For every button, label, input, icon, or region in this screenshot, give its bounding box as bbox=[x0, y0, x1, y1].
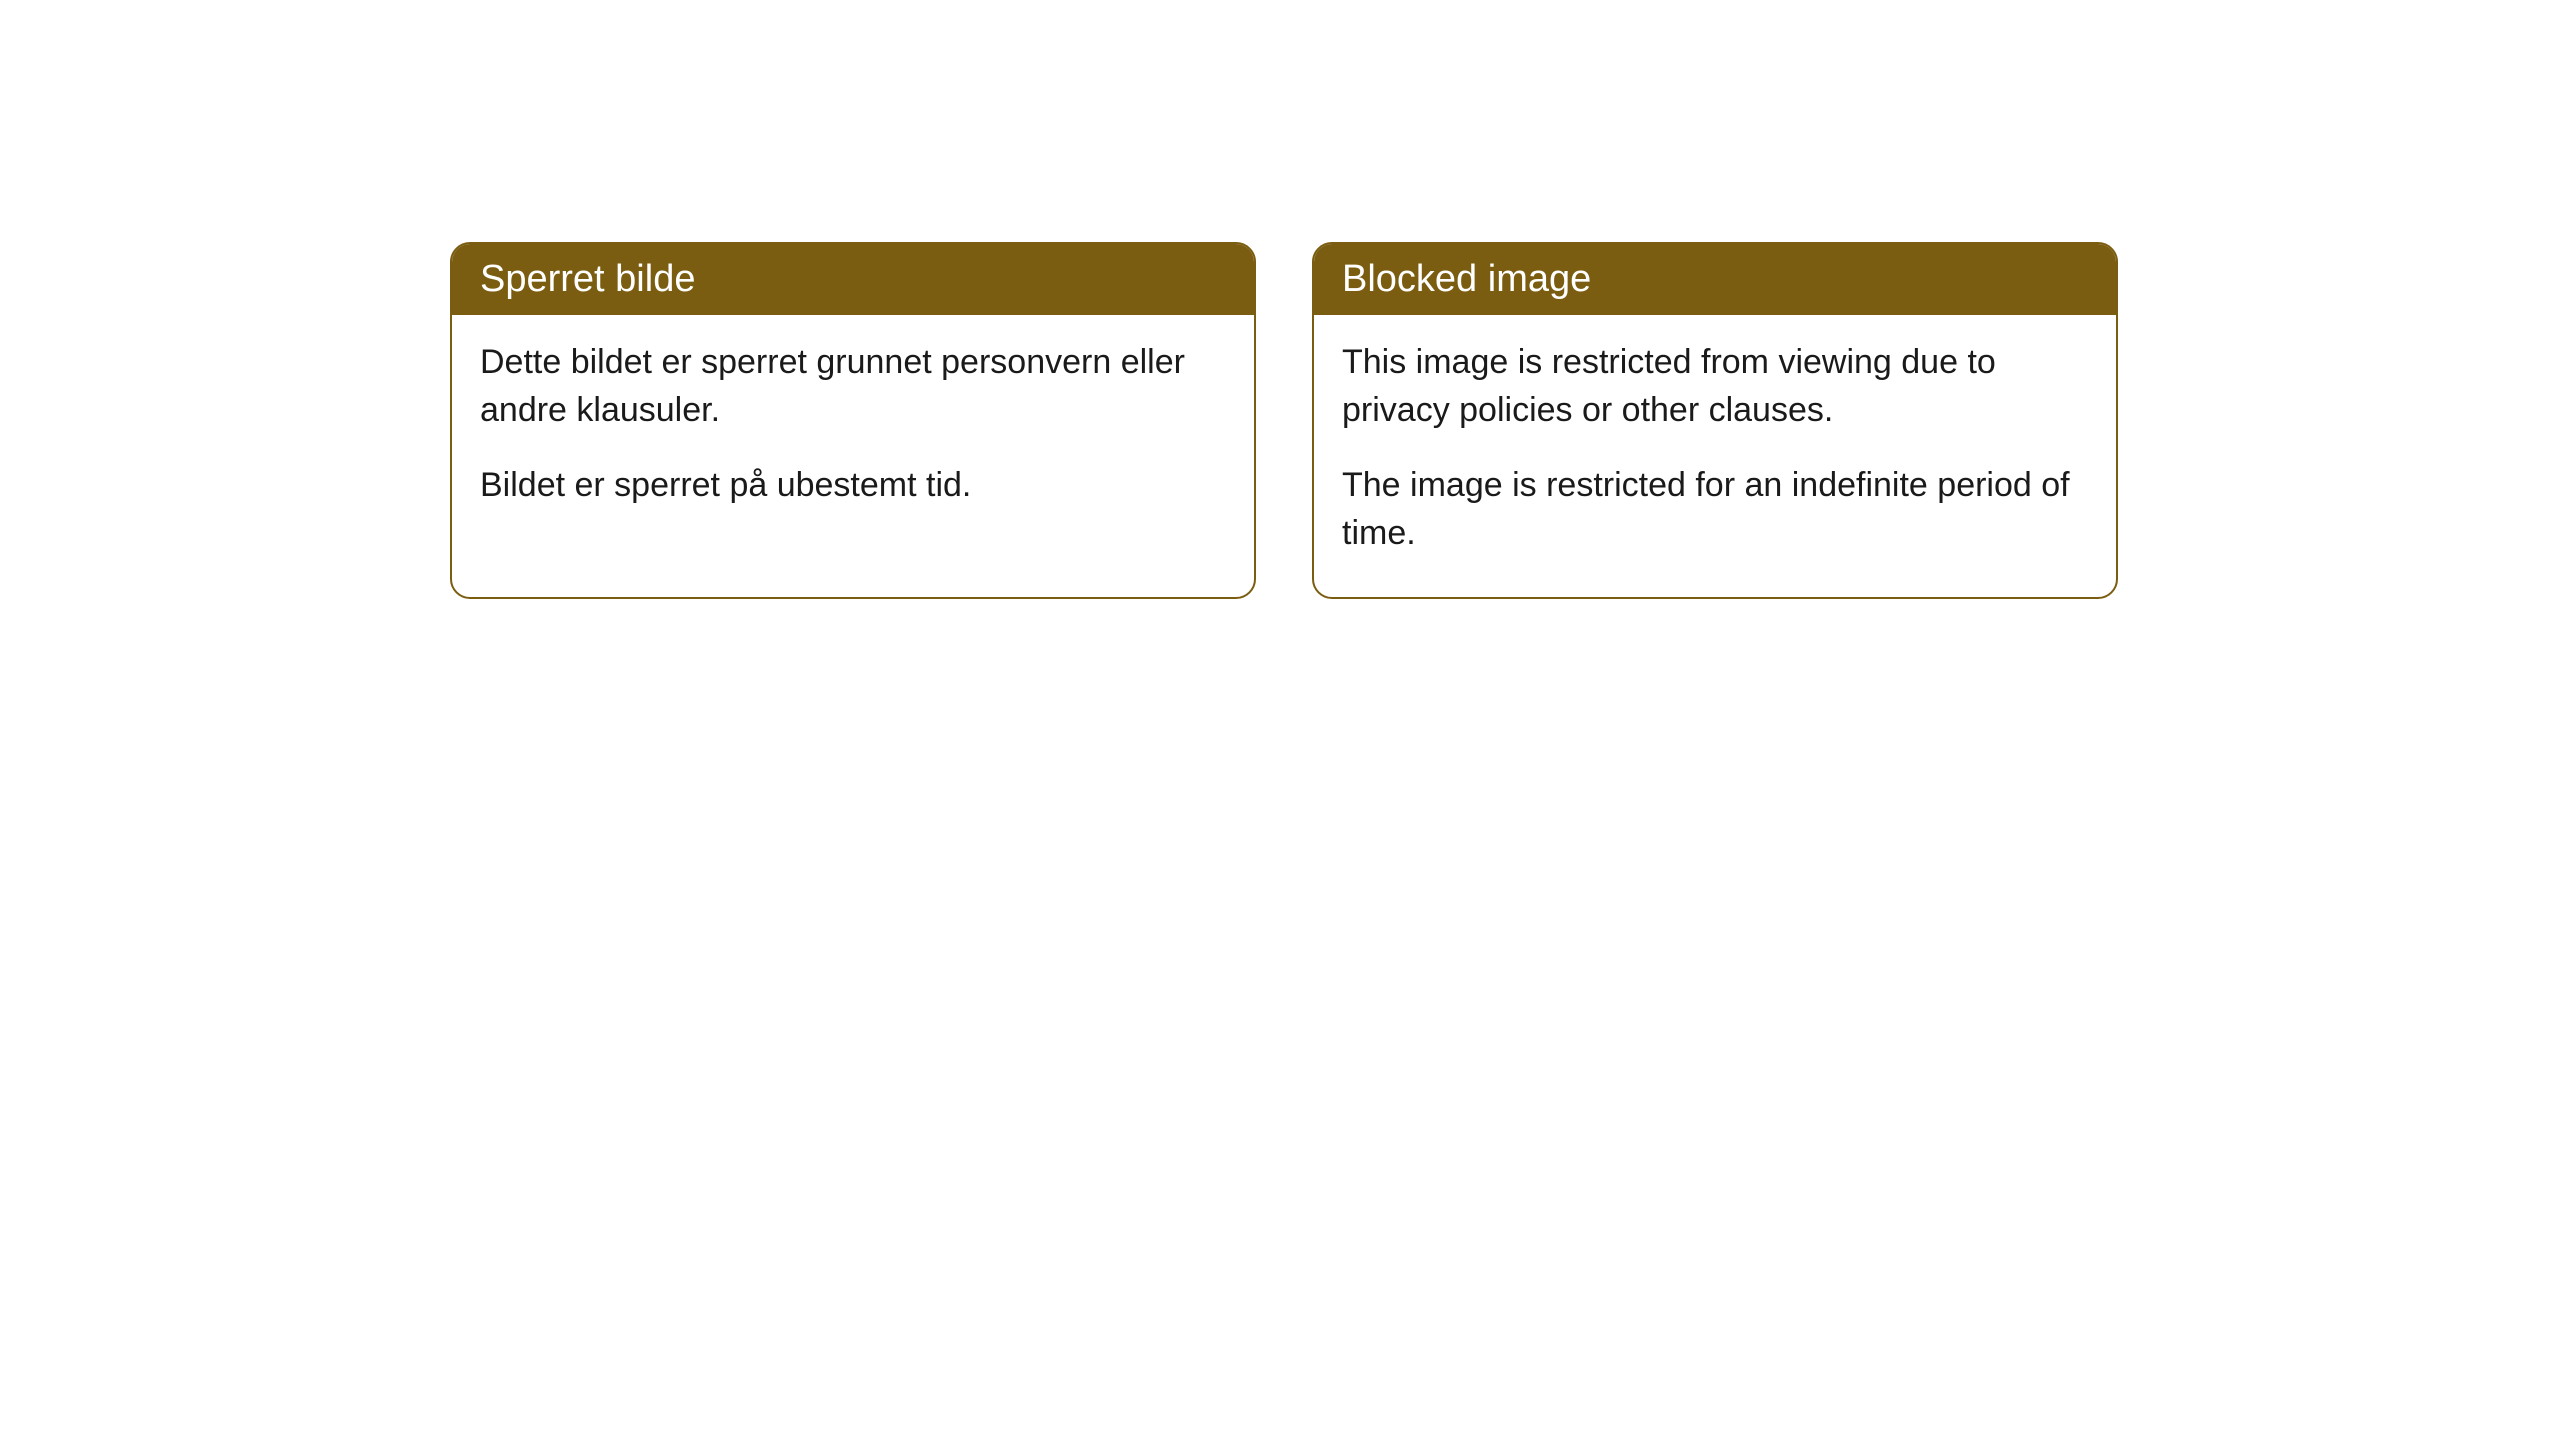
notice-container: Sperret bilde Dette bildet er sperret gr… bbox=[450, 242, 2118, 599]
card-title: Blocked image bbox=[1342, 258, 1591, 300]
card-paragraph: Bildet er sperret på ubestemt tid. bbox=[480, 462, 1226, 510]
card-title: Sperret bilde bbox=[480, 258, 695, 300]
card-paragraph: The image is restricted for an indefinit… bbox=[1342, 462, 2088, 557]
card-paragraph: This image is restricted from viewing du… bbox=[1342, 339, 2088, 434]
card-paragraph: Dette bildet er sperret grunnet personve… bbox=[480, 339, 1226, 434]
card-header: Blocked image bbox=[1314, 244, 2116, 315]
card-body: Dette bildet er sperret grunnet personve… bbox=[452, 315, 1254, 550]
card-body: This image is restricted from viewing du… bbox=[1314, 315, 2116, 597]
card-header: Sperret bilde bbox=[452, 244, 1254, 315]
notice-card-norwegian: Sperret bilde Dette bildet er sperret gr… bbox=[450, 242, 1256, 599]
notice-card-english: Blocked image This image is restricted f… bbox=[1312, 242, 2118, 599]
